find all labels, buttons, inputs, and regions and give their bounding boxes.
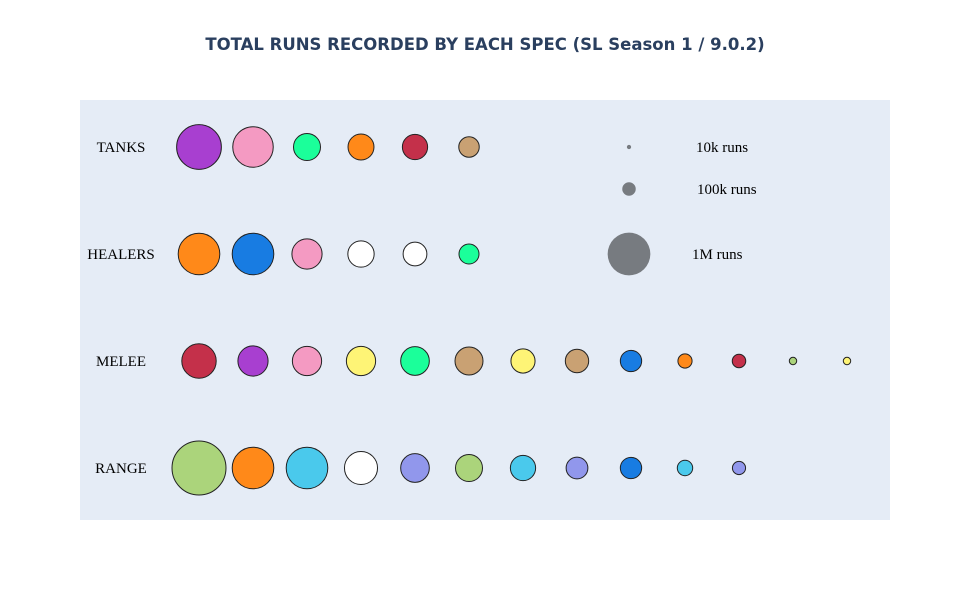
bubble-range-11[interactable] xyxy=(731,460,747,476)
bubble-melee-13[interactable] xyxy=(842,356,852,366)
bubble-melee-9[interactable] xyxy=(619,349,643,373)
bubble-tanks-2[interactable] xyxy=(232,126,274,168)
row-label-tanks: TANKS xyxy=(97,140,146,156)
row-labels: TANKS HEALERS MELEE RANGE xyxy=(87,140,155,477)
bubble-melee-11[interactable] xyxy=(731,353,747,369)
legend-marker-3 xyxy=(607,232,651,276)
bubble-melee-5[interactable] xyxy=(400,346,430,376)
legend-marker-1 xyxy=(626,144,632,150)
bubble-melee-8[interactable] xyxy=(564,348,590,374)
bubble-healers-3[interactable] xyxy=(291,238,323,270)
bubble-tanks-5[interactable] xyxy=(401,133,429,161)
bubble-range-6[interactable] xyxy=(455,454,483,482)
bubble-range-5[interactable] xyxy=(400,453,430,483)
bubble-melee-4[interactable] xyxy=(345,345,377,377)
bubble-tanks-4[interactable] xyxy=(347,133,375,161)
row-label-melee: MELEE xyxy=(96,354,146,370)
bubble-range-1[interactable] xyxy=(171,440,227,496)
legend-label-2: 100k runs xyxy=(697,182,757,198)
bubble-healers-1[interactable] xyxy=(177,232,221,276)
bubble-healers-2[interactable] xyxy=(231,232,275,276)
bubble-healers-5[interactable] xyxy=(402,241,428,267)
bubble-melee-2[interactable] xyxy=(237,345,269,377)
bubble-healers-6[interactable] xyxy=(458,243,480,265)
bubble-range-4[interactable] xyxy=(343,450,379,486)
chart-title: TOTAL RUNS RECORDED BY EACH SPEC (SL Sea… xyxy=(205,35,764,54)
bubble-tanks-1[interactable] xyxy=(176,124,222,170)
row-label-healers: HEALERS xyxy=(87,247,155,263)
bubble-range-9[interactable] xyxy=(619,456,643,480)
legend-marker-2 xyxy=(622,182,636,196)
bubble-melee-7[interactable] xyxy=(510,348,536,374)
bubble-range-8[interactable] xyxy=(565,456,589,480)
bubble-melee-10[interactable] xyxy=(677,353,693,369)
bubble-tanks-6[interactable] xyxy=(458,136,480,158)
bubble-melee-3[interactable] xyxy=(291,345,323,377)
bubble-range-3[interactable] xyxy=(285,446,329,490)
bubble-tanks-3[interactable] xyxy=(293,133,321,161)
bubble-healers-4[interactable] xyxy=(347,240,375,268)
row-label-range: RANGE xyxy=(95,461,147,477)
size-legend: 10k runs 100k runs 1M runs xyxy=(607,140,757,276)
bubble-range-2[interactable] xyxy=(231,446,275,490)
bubble-range-7[interactable] xyxy=(509,454,537,482)
bubble-melee-12[interactable] xyxy=(788,356,798,366)
bubble-range-10[interactable] xyxy=(676,459,694,477)
legend-label-1: 10k runs xyxy=(696,140,748,156)
bubble-melee-6[interactable] xyxy=(454,346,484,376)
bubbles xyxy=(171,124,852,496)
legend-label-3: 1M runs xyxy=(692,247,743,263)
bubble-melee-1[interactable] xyxy=(181,343,217,379)
